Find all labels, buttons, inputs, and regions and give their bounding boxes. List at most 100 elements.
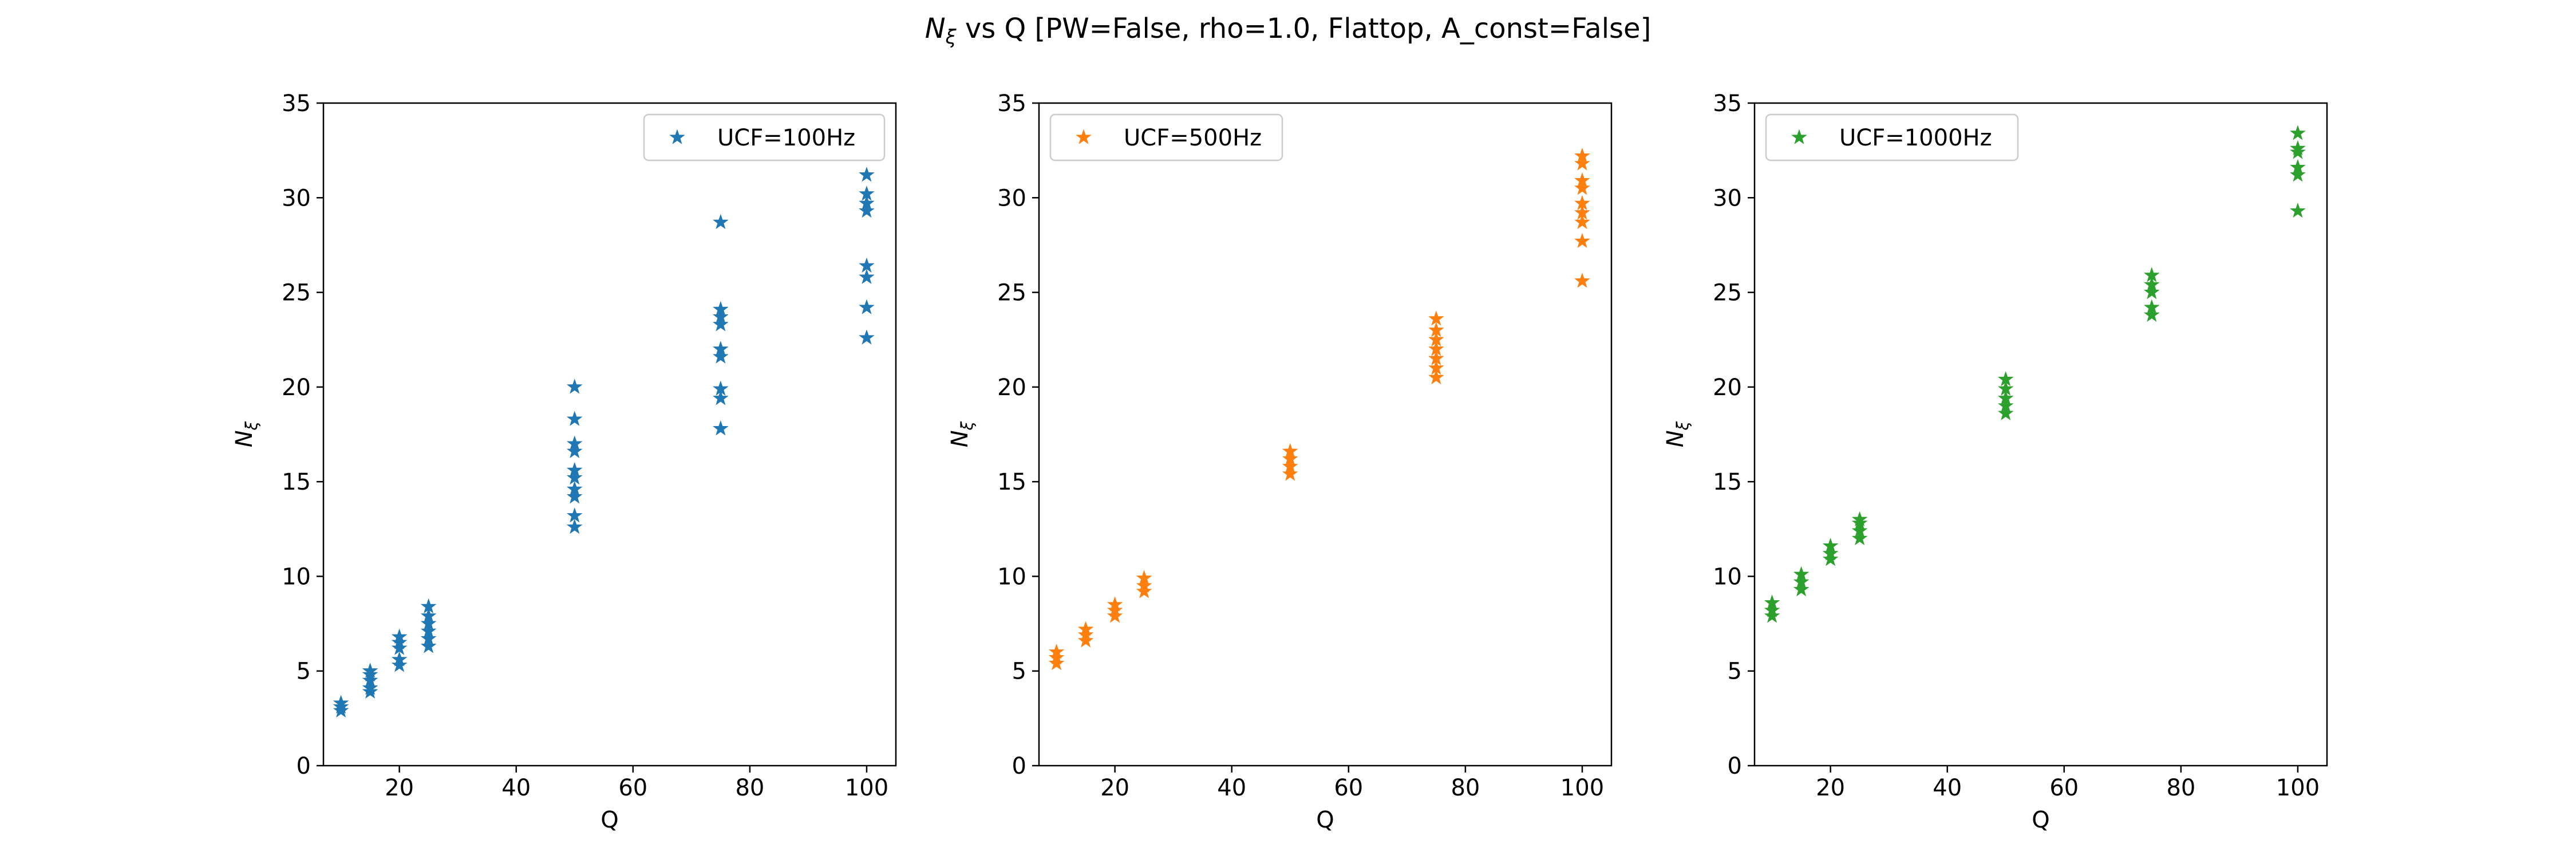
data-point — [859, 202, 875, 218]
data-point — [1077, 632, 1094, 648]
y-tick-label: 15 — [282, 469, 311, 495]
axes-frame — [322, 102, 897, 767]
data-point — [1997, 371, 2014, 387]
x-axis-label: Q — [600, 807, 618, 833]
data-point — [713, 348, 729, 364]
data-point — [1574, 195, 1590, 210]
y-tick-label: 10 — [282, 564, 311, 590]
data-point — [1048, 649, 1065, 665]
data-point — [1764, 594, 1780, 610]
data-point — [420, 638, 437, 653]
data-point — [1851, 530, 1868, 546]
data-point — [713, 301, 729, 317]
data-point — [1136, 577, 1152, 593]
y-axis-label: Nξ — [231, 421, 261, 447]
data-point — [1997, 380, 2014, 396]
x-tick-label: 60 — [1334, 775, 1363, 801]
data-point — [1793, 566, 1809, 581]
legend: UCF=1000Hz — [1765, 113, 2019, 161]
data-point — [1764, 608, 1780, 623]
data-point — [1428, 341, 1444, 356]
y-tick-label: 35 — [1713, 90, 1742, 117]
legend: UCF=500Hz — [1049, 113, 1283, 161]
data-point — [1822, 538, 1839, 553]
data-point — [333, 695, 349, 710]
y-tick-label: 0 — [1012, 753, 1026, 779]
legend-box — [1765, 113, 2019, 161]
y-tick-label: 35 — [282, 90, 311, 117]
data-point — [2290, 125, 2306, 140]
data-point — [1107, 602, 1123, 617]
data-point — [859, 186, 875, 201]
title-subscript: ξ — [945, 26, 957, 49]
data-point — [420, 598, 437, 614]
data-point — [1428, 369, 1444, 385]
series-points — [333, 167, 875, 718]
data-point — [1428, 331, 1444, 346]
data-point — [713, 390, 729, 405]
data-point — [1428, 310, 1444, 326]
legend-box — [1049, 113, 1283, 161]
series-points — [1048, 148, 1590, 671]
data-point — [362, 663, 378, 678]
data-point — [1574, 180, 1590, 195]
data-point — [1793, 573, 1809, 589]
x-tick-label: 20 — [1816, 775, 1845, 801]
data-point — [713, 316, 729, 332]
x-tick-label: 60 — [2049, 775, 2079, 801]
data-point — [566, 435, 583, 451]
data-point — [566, 443, 583, 459]
y-tick-label: 5 — [1012, 659, 1026, 685]
data-point — [859, 257, 875, 273]
y-tick-label: 15 — [1713, 469, 1742, 495]
data-point — [1282, 466, 1298, 481]
data-point — [2290, 202, 2306, 218]
data-point — [1428, 350, 1444, 366]
figure-title: Nξ vs Q [PW=False, rho=1.0, Flattop, A_c… — [925, 13, 1652, 49]
data-point — [1282, 450, 1298, 466]
axes-frame — [1753, 102, 2328, 767]
data-point — [2144, 306, 2160, 322]
data-point — [859, 167, 875, 182]
data-point — [566, 411, 583, 426]
data-point — [1851, 511, 1868, 527]
data-point — [362, 672, 378, 687]
data-point — [362, 679, 378, 695]
data-point — [1997, 405, 2014, 420]
data-point — [420, 608, 437, 623]
data-point — [566, 507, 583, 523]
x-tick-label: 80 — [1451, 775, 1480, 801]
axes-frame — [1038, 102, 1613, 767]
data-point — [391, 634, 408, 649]
data-point — [1574, 214, 1590, 230]
legend-box — [643, 113, 886, 161]
data-point — [1077, 626, 1094, 642]
data-point — [2290, 167, 2306, 182]
data-point — [1136, 570, 1152, 585]
data-point — [1574, 155, 1590, 171]
y-tick-label: 35 — [997, 90, 1026, 117]
y-tick-label: 0 — [297, 753, 311, 779]
legend-label: UCF=100Hz — [717, 125, 855, 151]
x-tick-label: 100 — [845, 775, 888, 801]
data-point — [1282, 443, 1298, 459]
data-point — [1997, 397, 2014, 413]
series-points — [1764, 125, 2306, 623]
x-tick-label: 100 — [1560, 775, 1604, 801]
data-point — [2290, 159, 2306, 175]
y-tick-label: 25 — [1713, 280, 1742, 306]
y-tick-label: 30 — [997, 185, 1026, 211]
legend-label: UCF=1000Hz — [1839, 125, 1992, 151]
data-point — [1048, 655, 1065, 671]
legend: UCF=100Hz — [643, 113, 886, 161]
data-point — [1574, 148, 1590, 163]
x-tick-label: 40 — [501, 775, 531, 801]
data-point — [1136, 583, 1152, 598]
data-point — [420, 615, 437, 631]
y-tick-label: 10 — [997, 564, 1026, 590]
legend-marker — [1076, 129, 1092, 144]
data-point — [859, 195, 875, 210]
data-point — [1574, 233, 1590, 249]
y-axis-label: Nξ — [1662, 421, 1692, 447]
data-point — [2144, 284, 2160, 300]
